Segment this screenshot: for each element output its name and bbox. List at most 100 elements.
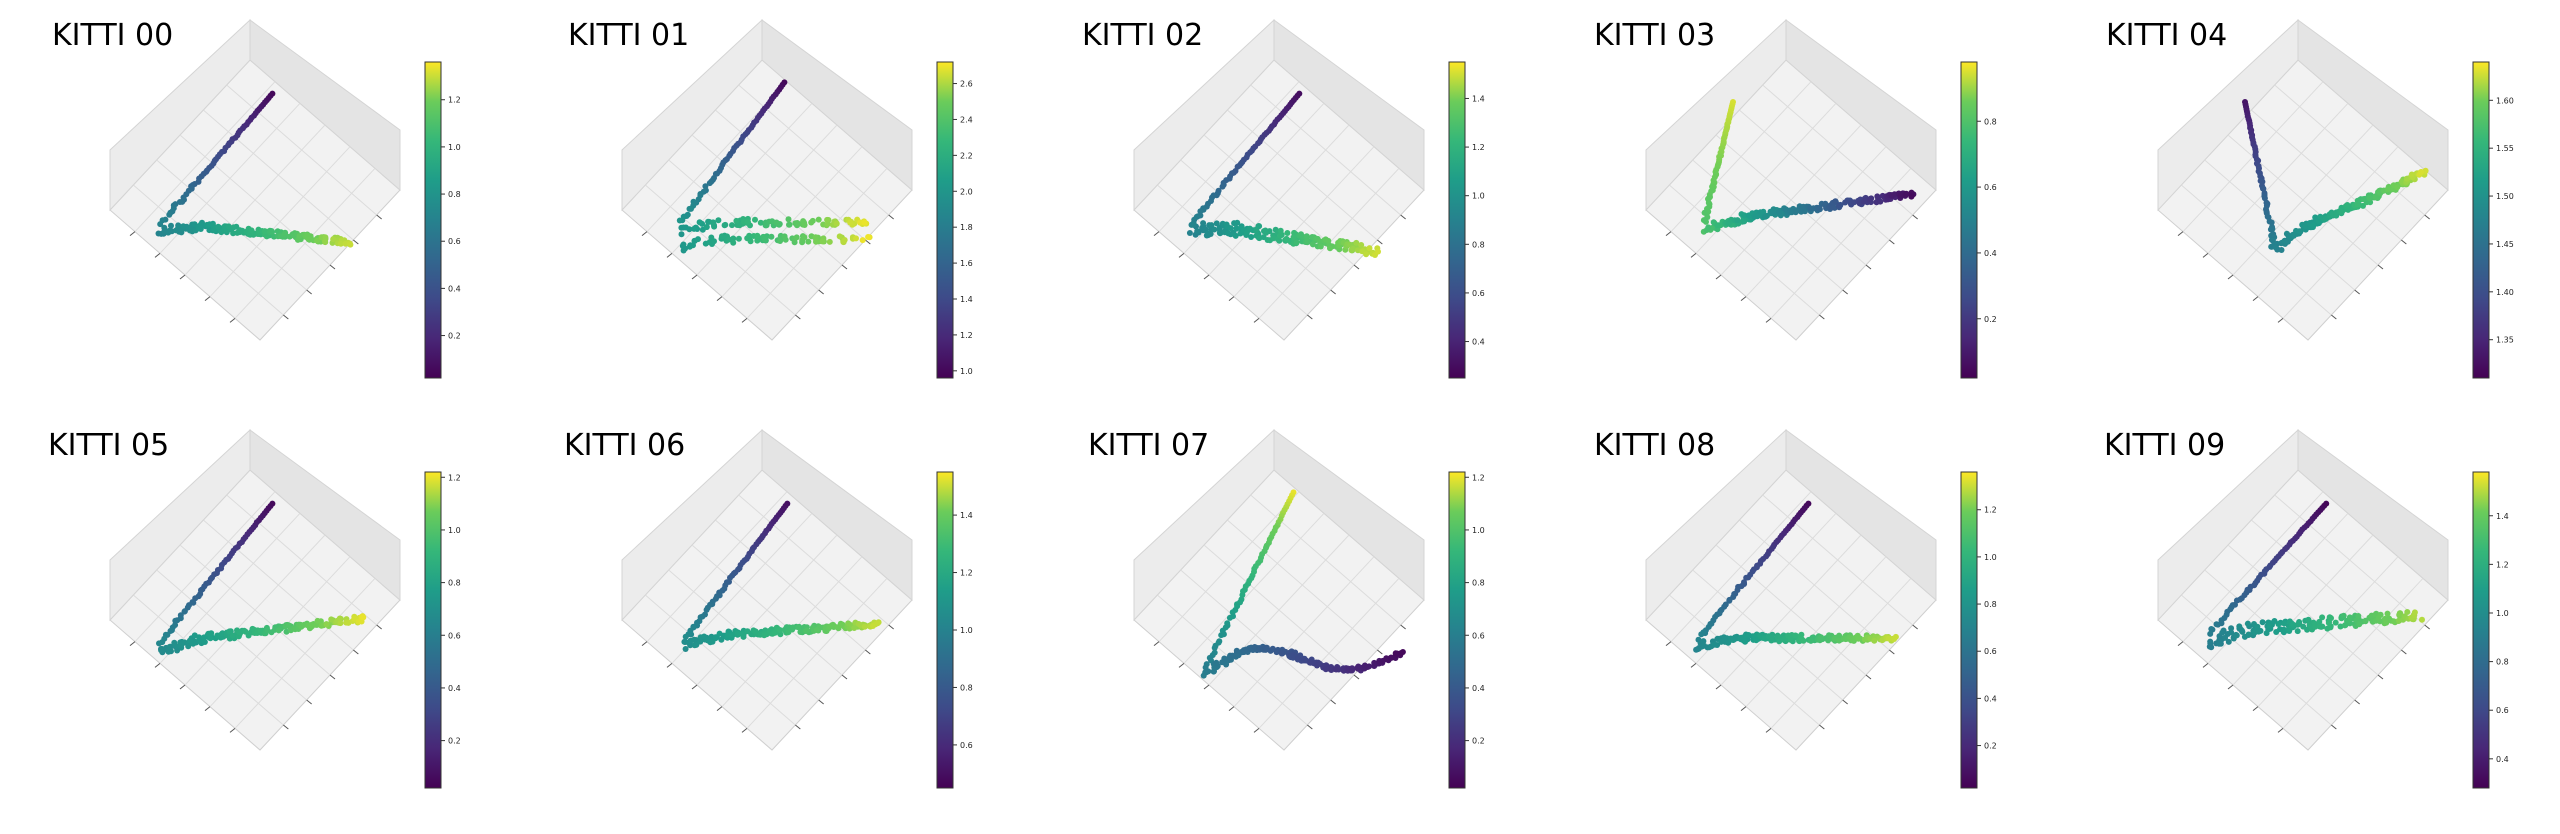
data-point [2310, 222, 2317, 229]
data-point [2233, 632, 2240, 639]
data-point [691, 636, 698, 643]
data-point [336, 615, 343, 622]
data-point [2377, 611, 2384, 618]
data-point [1902, 191, 1909, 198]
data-point [172, 643, 179, 650]
data-point [166, 211, 173, 218]
data-point [786, 221, 793, 228]
data-point [166, 227, 173, 234]
colorbar: 1.35 1.40 1.45 1.50 1.55 1.60 [2472, 61, 2514, 379]
colorbar: 0.6 0.8 1.0 1.2 1.4 [936, 471, 973, 789]
colorbar-tick-label: 1.2 [448, 96, 461, 105]
data-point [1741, 212, 1748, 219]
data-point [1350, 245, 1357, 252]
subplot-title: KITTI 07 [1088, 428, 1210, 463]
colorbar-tick-label: 0.8 [1472, 579, 1485, 588]
data-point [1388, 654, 1394, 661]
data-point [1800, 637, 1807, 644]
data-point [1304, 238, 1311, 245]
colorbar-tick-label: 0.8 [1472, 240, 1485, 249]
data-point [165, 648, 172, 655]
data-point [1371, 659, 1378, 666]
subplot-title: KITTI 08 [1594, 428, 1716, 463]
data-point [1226, 614, 1233, 621]
data-point [337, 620, 344, 627]
colorbar-tick-label: 0.8 [2496, 658, 2509, 667]
data-point [197, 226, 204, 232]
colorbar-tick-label: 2.2 [960, 151, 973, 160]
data-point [1277, 227, 1284, 234]
data-point [1698, 631, 1705, 638]
data-point [1225, 230, 1232, 237]
data-point [1277, 232, 1283, 239]
data-point [275, 627, 282, 634]
colorbar-tick-label: 0.6 [2496, 706, 2509, 715]
data-point [1253, 226, 1260, 233]
data-point [2372, 194, 2379, 201]
data-point [813, 238, 819, 245]
data-point [801, 222, 808, 228]
data-point [2266, 622, 2273, 629]
data-point [722, 221, 729, 228]
data-point [2281, 620, 2288, 627]
data-point [1807, 205, 1814, 212]
data-point [1309, 241, 1316, 248]
data-point [1714, 222, 1721, 229]
data-point [2219, 629, 2226, 636]
data-point [682, 633, 689, 640]
data-point [829, 622, 836, 629]
colorbar: 1.0 1.2 1.4 1.6 1.8 2.0 2.2 2.4 2.6 [936, 61, 973, 379]
data-point [2290, 621, 2297, 628]
data-point [2346, 614, 2353, 621]
colorbar-tick-label: 0.2 [448, 332, 461, 341]
data-point [1355, 663, 1362, 670]
subplot-6: KITTI 05 0.2 0.4 0.6 0.8 1.0 1.2 [0, 410, 512, 810]
data-point [857, 219, 863, 226]
colorbar-tick-label: 0.6 [448, 237, 461, 246]
data-point [686, 226, 693, 233]
colorbar-tick-label: 1.2 [960, 331, 973, 340]
data-point [2332, 619, 2339, 626]
data-point [678, 224, 685, 231]
data-point [269, 228, 276, 235]
data-point [1208, 222, 1215, 229]
colorbar-tick-label: 1.8 [960, 223, 973, 232]
colorbar-tick-label: 1.0 [1472, 192, 1485, 201]
trajectory-points [2242, 99, 2429, 253]
colorbar-tick-label: 1.0 [960, 367, 973, 376]
axes-box [2157, 18, 2449, 341]
data-point [2328, 615, 2334, 622]
data-point [724, 631, 731, 638]
data-point [1353, 239, 1360, 246]
data-point [2278, 247, 2285, 253]
trajectory-points [681, 500, 882, 652]
scatter-plot-3d: 0.6 0.8 1.0 1.2 1.4 [621, 428, 973, 789]
trajectory-points [1693, 500, 1899, 653]
data-point [676, 217, 683, 224]
data-point [180, 223, 187, 230]
data-point [874, 620, 881, 627]
colorbar-tick-label: 1.2 [1472, 473, 1485, 482]
data-point [156, 640, 162, 647]
colorbar: 0.2 0.4 0.6 0.8 1.0 1.2 [424, 471, 461, 789]
data-point [2422, 167, 2429, 174]
data-point [710, 219, 717, 226]
colorbar-tick-label: 1.40 [2496, 288, 2514, 297]
data-point [1399, 649, 1406, 655]
data-point [768, 233, 775, 240]
data-point [1218, 632, 1225, 639]
colorbar-tick-label: 1.0 [448, 143, 461, 152]
data-point [285, 622, 292, 629]
data-point [197, 221, 204, 228]
data-point [1701, 209, 1708, 216]
data-point [1234, 219, 1241, 226]
data-point [1877, 198, 1884, 205]
data-point [2294, 628, 2301, 635]
data-point [305, 236, 312, 243]
data-point [2259, 619, 2266, 626]
data-point [2236, 623, 2243, 630]
subplot-8: KITTI 07 0.2 0.4 0.6 0.8 1.0 1.2 [1024, 410, 1536, 810]
data-point [861, 623, 868, 630]
colorbar-tick-label: 0.8 [448, 190, 461, 199]
